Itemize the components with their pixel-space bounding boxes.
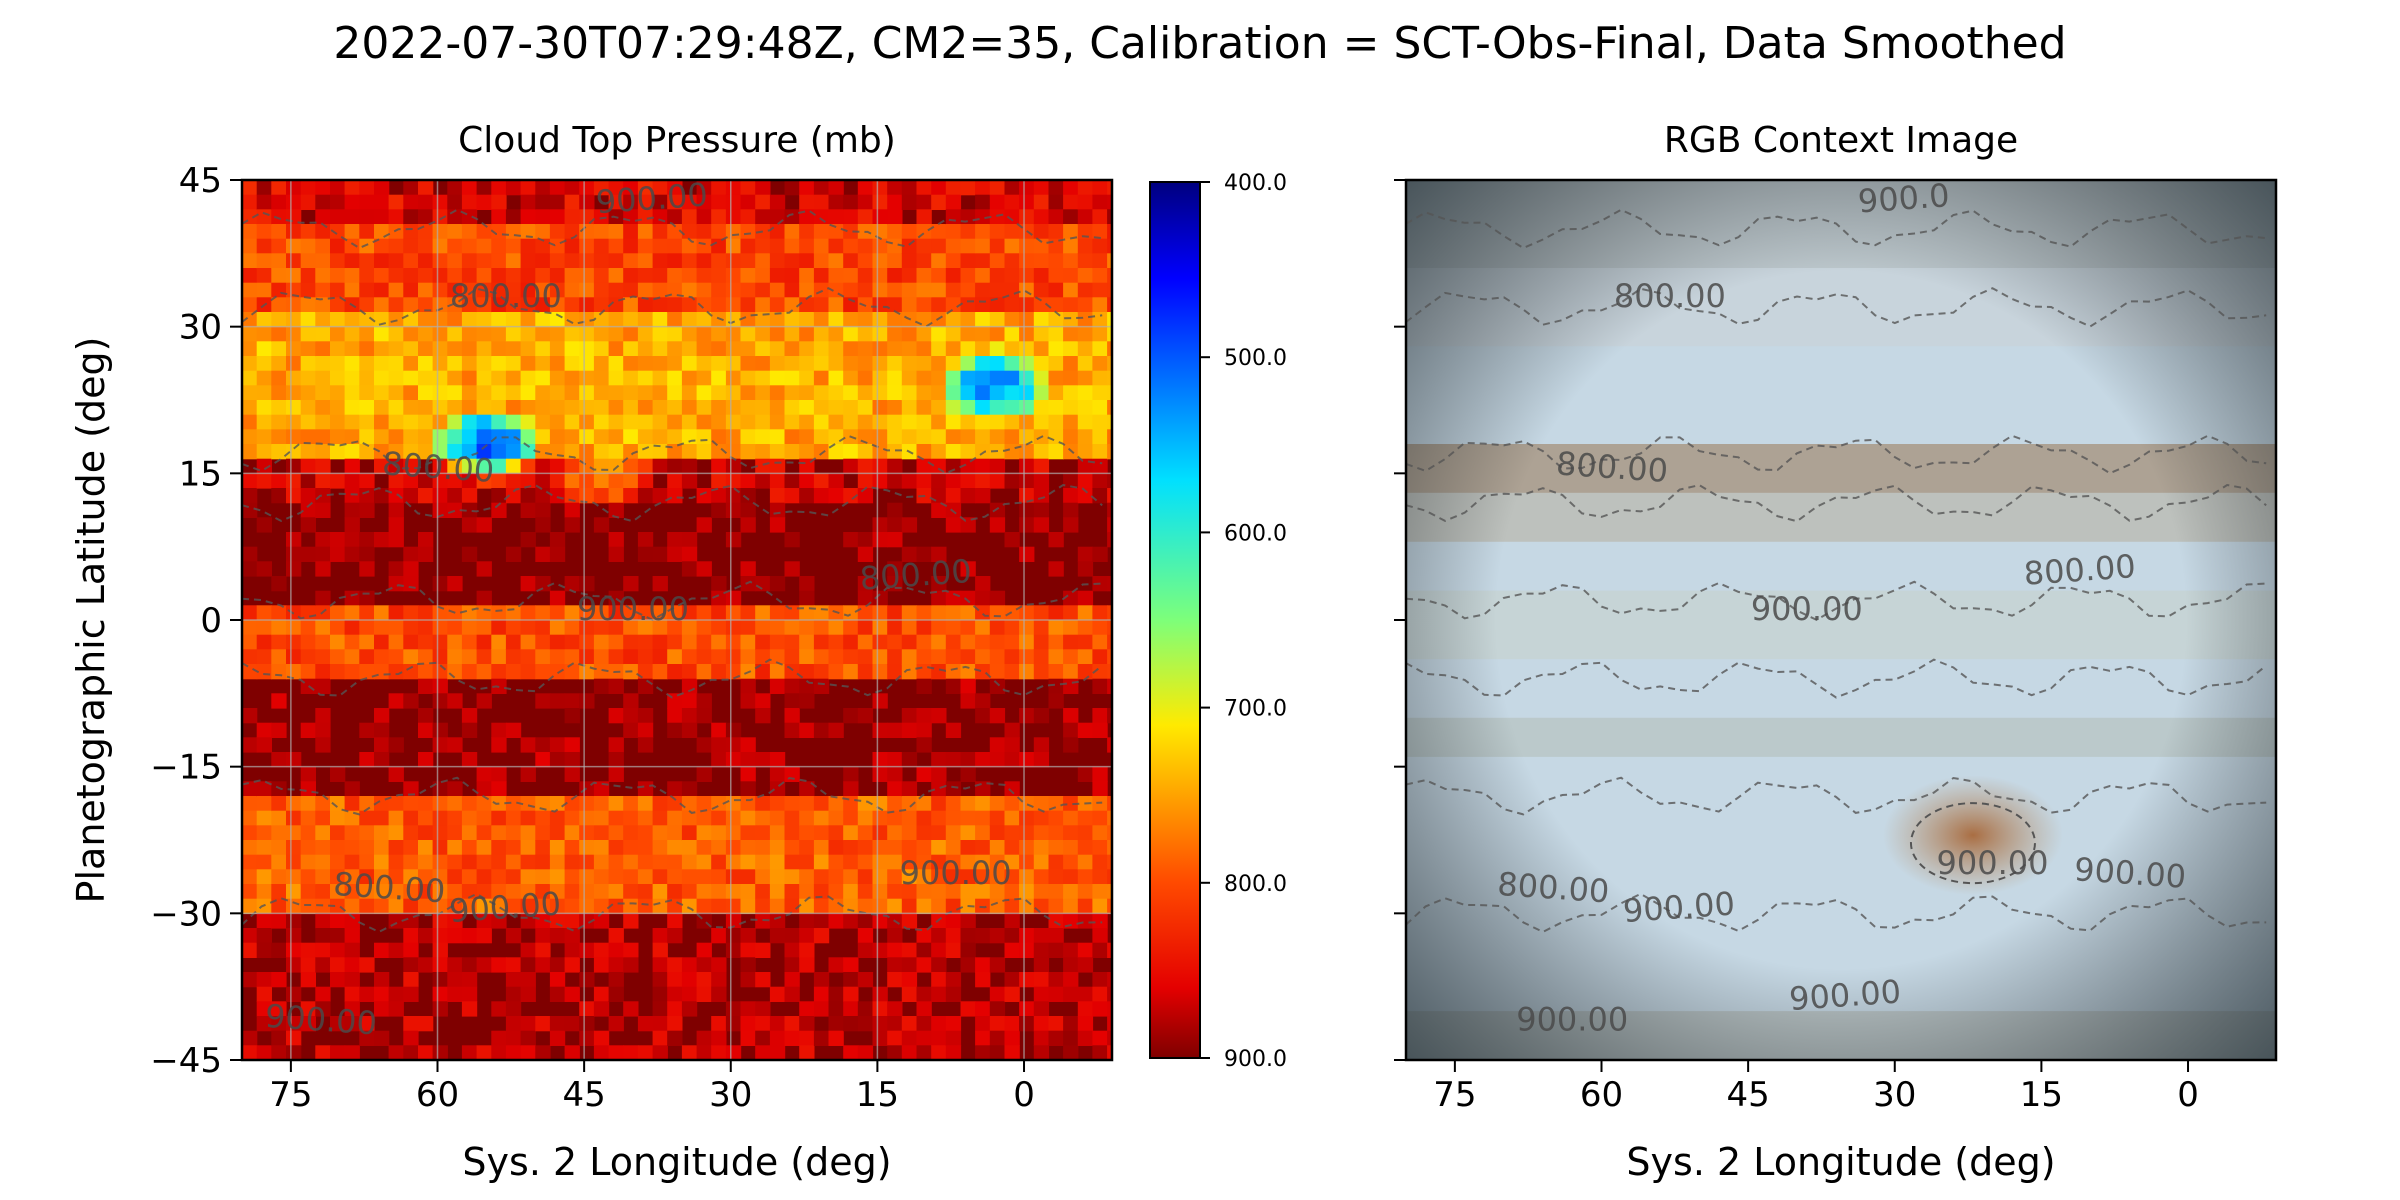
rgb-x-tick-label: 0 bbox=[2177, 1075, 2199, 1115]
pressure-x-tick-label: 30 bbox=[709, 1075, 752, 1115]
pressure-contour-label: 900.00 bbox=[448, 884, 562, 930]
pressure-contour-label: 900.00 bbox=[900, 854, 1012, 892]
pressure-y-tick-label: 15 bbox=[179, 454, 222, 494]
colorbar-tick-label: 800.0 bbox=[1224, 872, 1287, 897]
pressure-contour-label: 800.00 bbox=[450, 277, 562, 315]
pressure-panel: Cloud Top Pressure (mb) 900.00800.00800.… bbox=[69, 120, 1114, 1184]
colorbar: 400.0 500.0 600.0 700.0 800.0 900.0 bbox=[1149, 171, 1287, 1072]
colorbar-gradient bbox=[1149, 181, 1201, 1059]
colorbar-tick-label: 600.0 bbox=[1224, 521, 1287, 546]
rgb-contour-label: 800.00 bbox=[2023, 547, 2137, 593]
rgb-x-tick-label: 45 bbox=[1727, 1075, 1770, 1115]
rgb-contour-label: 900.00 bbox=[1622, 884, 1736, 930]
pressure-x-tick-label: 45 bbox=[563, 1075, 606, 1115]
colorbar-tick-label: 900.0 bbox=[1224, 1047, 1287, 1072]
pressure-contour-label: 800.00 bbox=[332, 865, 446, 911]
pressure-axis-ticks: 75 60 45 30 15 0 45 30 15 0 −15 −30 −45 bbox=[150, 161, 1035, 1115]
pressure-y-tick-label: 0 bbox=[200, 601, 222, 641]
rgb-contour-label: 900.00 bbox=[1516, 1001, 1628, 1039]
rgb-contour-label: 800.00 bbox=[1496, 865, 1610, 911]
colorbar-ticks: 400.0 500.0 600.0 700.0 800.0 900.0 bbox=[1200, 171, 1287, 1072]
pressure-contour-label: 800.00 bbox=[859, 552, 973, 598]
pressure-x-tick-label: 0 bbox=[1013, 1075, 1035, 1115]
colorbar-tick-label: 500.0 bbox=[1224, 346, 1287, 371]
pressure-y-tick-label: 30 bbox=[179, 308, 222, 348]
pressure-y-tick-label: −30 bbox=[150, 894, 222, 934]
pressure-contour-label: 900.00 bbox=[264, 997, 378, 1043]
pressure-y-tick-label: 45 bbox=[179, 161, 222, 201]
rgb-contour-label: 900.00 bbox=[1937, 844, 2049, 882]
rgb-contour-label: 800.00 bbox=[1614, 277, 1726, 315]
pressure-x-tick-label: 15 bbox=[856, 1075, 899, 1115]
rgb-contour-label: 800.00 bbox=[1555, 444, 1669, 490]
rgb-contour-label: 900.00 bbox=[1788, 972, 1902, 1018]
pressure-x-axis-label: Sys. 2 Longitude (deg) bbox=[462, 1140, 891, 1184]
rgb-x-axis-label: Sys. 2 Longitude (deg) bbox=[1626, 1140, 2055, 1184]
colorbar-tick-label: 700.0 bbox=[1224, 697, 1287, 722]
rgb-image bbox=[1406, 180, 2276, 1060]
pressure-x-tick-label: 60 bbox=[416, 1075, 459, 1115]
pressure-x-tick-label: 75 bbox=[269, 1075, 312, 1115]
pressure-grid bbox=[242, 180, 1112, 1060]
rgb-x-tick-label: 15 bbox=[2020, 1075, 2063, 1115]
rgb-contour-labels: 900.0 800.00 800.00 800.00 900.00 800.00 900.0… bbox=[1496, 176, 2187, 1039]
rgb-x-tick-label: 75 bbox=[1433, 1075, 1476, 1115]
pressure-contour-label: 900.00 bbox=[577, 590, 689, 628]
pressure-contour-label: 900.00 bbox=[595, 175, 709, 221]
colorbar-tick-label: 400.0 bbox=[1224, 171, 1287, 196]
pressure-y-tick-label: −15 bbox=[150, 748, 222, 788]
pressure-panel-title: Cloud Top Pressure (mb) bbox=[458, 120, 896, 161]
pressure-contour-label: 800.00 bbox=[381, 444, 495, 490]
rgb-panel-title: RGB Context Image bbox=[1664, 120, 2018, 161]
rgb-contour-label: 900.00 bbox=[2073, 850, 2187, 896]
pressure-y-tick-label: −45 bbox=[150, 1041, 222, 1081]
rgb-x-tick-label: 60 bbox=[1580, 1075, 1623, 1115]
pressure-y-axis-label: Planetographic Latitude (deg) bbox=[69, 337, 113, 904]
figure-suptitle: 2022-07-30T07:29:48Z, CM2=35, Calibratio… bbox=[333, 18, 2066, 69]
rgb-contour-label: 900.00 bbox=[1751, 590, 1863, 628]
rgb-panel: RGB Context Image 900.0 800.00 800.00 800.0… bbox=[1394, 120, 2278, 1184]
rgb-x-tick-label: 30 bbox=[1873, 1075, 1916, 1115]
rgb-contour-label: 900.0 bbox=[1857, 176, 1951, 220]
rgb-axis-ticks: 75 60 45 30 15 0 bbox=[1394, 179, 2199, 1115]
